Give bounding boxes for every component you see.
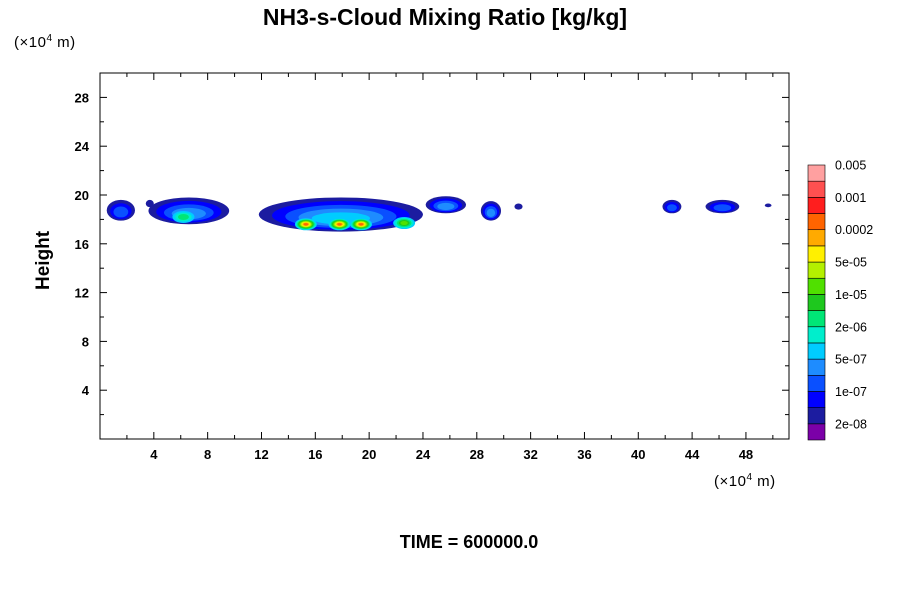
colorbar-label: 2e-06	[835, 320, 867, 334]
colorbar-swatch	[807, 358, 826, 376]
colorbar-swatch	[807, 374, 826, 392]
x-tick-label: 8	[204, 447, 211, 462]
cloud-contour	[113, 206, 129, 218]
colorbar-swatch	[807, 229, 826, 247]
colorbar-label: 5e-07	[835, 353, 867, 367]
y-tick-label: 12	[75, 286, 89, 301]
x-axis: 4 8 12 16 20 24 28 32 36 40 44 48	[126, 73, 774, 462]
colorbar-swatch	[807, 423, 826, 441]
cloud-regions	[106, 196, 772, 232]
time-label: TIME = 600000.0	[399, 532, 539, 552]
cloud-contour	[666, 204, 677, 212]
y-tick-label: 8	[82, 334, 89, 349]
colorbar-label: 1e-07	[835, 385, 867, 399]
cloud-contour	[177, 213, 189, 220]
x-tick-label: 44	[685, 447, 700, 462]
cloud-contour	[303, 223, 309, 226]
cloud-contour	[400, 221, 408, 226]
cloud-peak	[294, 218, 317, 231]
colorbar-swatch	[807, 180, 826, 198]
colorbar-swatch	[807, 342, 826, 360]
cloud-region	[425, 196, 467, 214]
x-tick-label: 16	[308, 447, 322, 462]
y-tick-label: 20	[75, 188, 89, 203]
cloud-region	[145, 199, 154, 208]
cloud-contour	[358, 223, 364, 226]
colorbar-label: 1e-05	[835, 288, 867, 302]
colorbar-swatch	[807, 277, 826, 295]
colorbar-swatch	[807, 407, 826, 425]
chart-title: NH3-s-Cloud Mixing Ratio [kg/kg]	[262, 4, 628, 30]
cloud-peak	[350, 218, 373, 231]
cloud-peak	[172, 210, 195, 223]
cloud-contour	[764, 203, 772, 208]
y-tick-label: 16	[75, 237, 89, 252]
y-tick-label: 28	[75, 90, 89, 105]
colorbar-label: 0.001	[835, 191, 866, 205]
x-tick-label: 48	[739, 447, 753, 462]
colorbar-label: 0.005	[835, 159, 866, 173]
y-axis: 4 8 12 16 20 24 28	[75, 72, 789, 416]
colorbar-swatch	[807, 294, 826, 311]
y-axis-unit: (×104 m)	[14, 33, 76, 51]
x-tick-label: 36	[577, 447, 591, 462]
colorbar-swatch	[807, 164, 826, 182]
x-tick-label: 32	[523, 447, 537, 462]
colorbar-swatch	[807, 391, 826, 408]
cloud-region	[514, 203, 523, 210]
colorbar-swatch	[807, 245, 826, 263]
cloud-contour	[437, 202, 455, 211]
cloud-region	[106, 199, 135, 221]
cloud-region	[705, 199, 740, 214]
cloud-region	[764, 203, 772, 208]
y-tick-label: 24	[75, 139, 90, 154]
y-tick-label: 4	[82, 383, 90, 398]
x-tick-label: 20	[362, 447, 376, 462]
x-tick-label: 24	[416, 447, 431, 462]
x-tick-label: 40	[631, 447, 645, 462]
x-tick-label: 4	[150, 447, 158, 462]
colorbar-label: 0.0002	[835, 223, 873, 237]
cloud-region	[662, 199, 682, 214]
colorbar-label: 2e-08	[835, 417, 867, 431]
colorbar-swatch	[807, 326, 826, 344]
colorbar-swatch	[807, 310, 826, 328]
x-tick-label: 28	[470, 447, 484, 462]
cloud-contour	[145, 199, 154, 208]
cloud-contour	[486, 208, 496, 217]
colorbar-label: 5e-05	[835, 256, 867, 270]
y-axis-label: Height	[33, 230, 54, 290]
colorbar: 2e-08 1e-07 5e-07 2e-06 1e-05 5e-05 0.0002 0.00…	[807, 159, 873, 441]
cloud-peak	[393, 217, 416, 230]
x-axis-unit: (×104 m)	[714, 472, 776, 490]
cloud-contour	[337, 223, 342, 226]
cloud-contour	[713, 204, 732, 212]
cloud-peak	[328, 218, 351, 231]
plot-area	[99, 72, 790, 440]
colorbar-swatch	[807, 213, 826, 231]
x-tick-label: 12	[254, 447, 268, 462]
colorbar-swatch	[807, 197, 826, 214]
cloud-contour	[514, 203, 523, 210]
colorbar-swatch	[807, 261, 826, 279]
cloud-region	[480, 201, 502, 221]
